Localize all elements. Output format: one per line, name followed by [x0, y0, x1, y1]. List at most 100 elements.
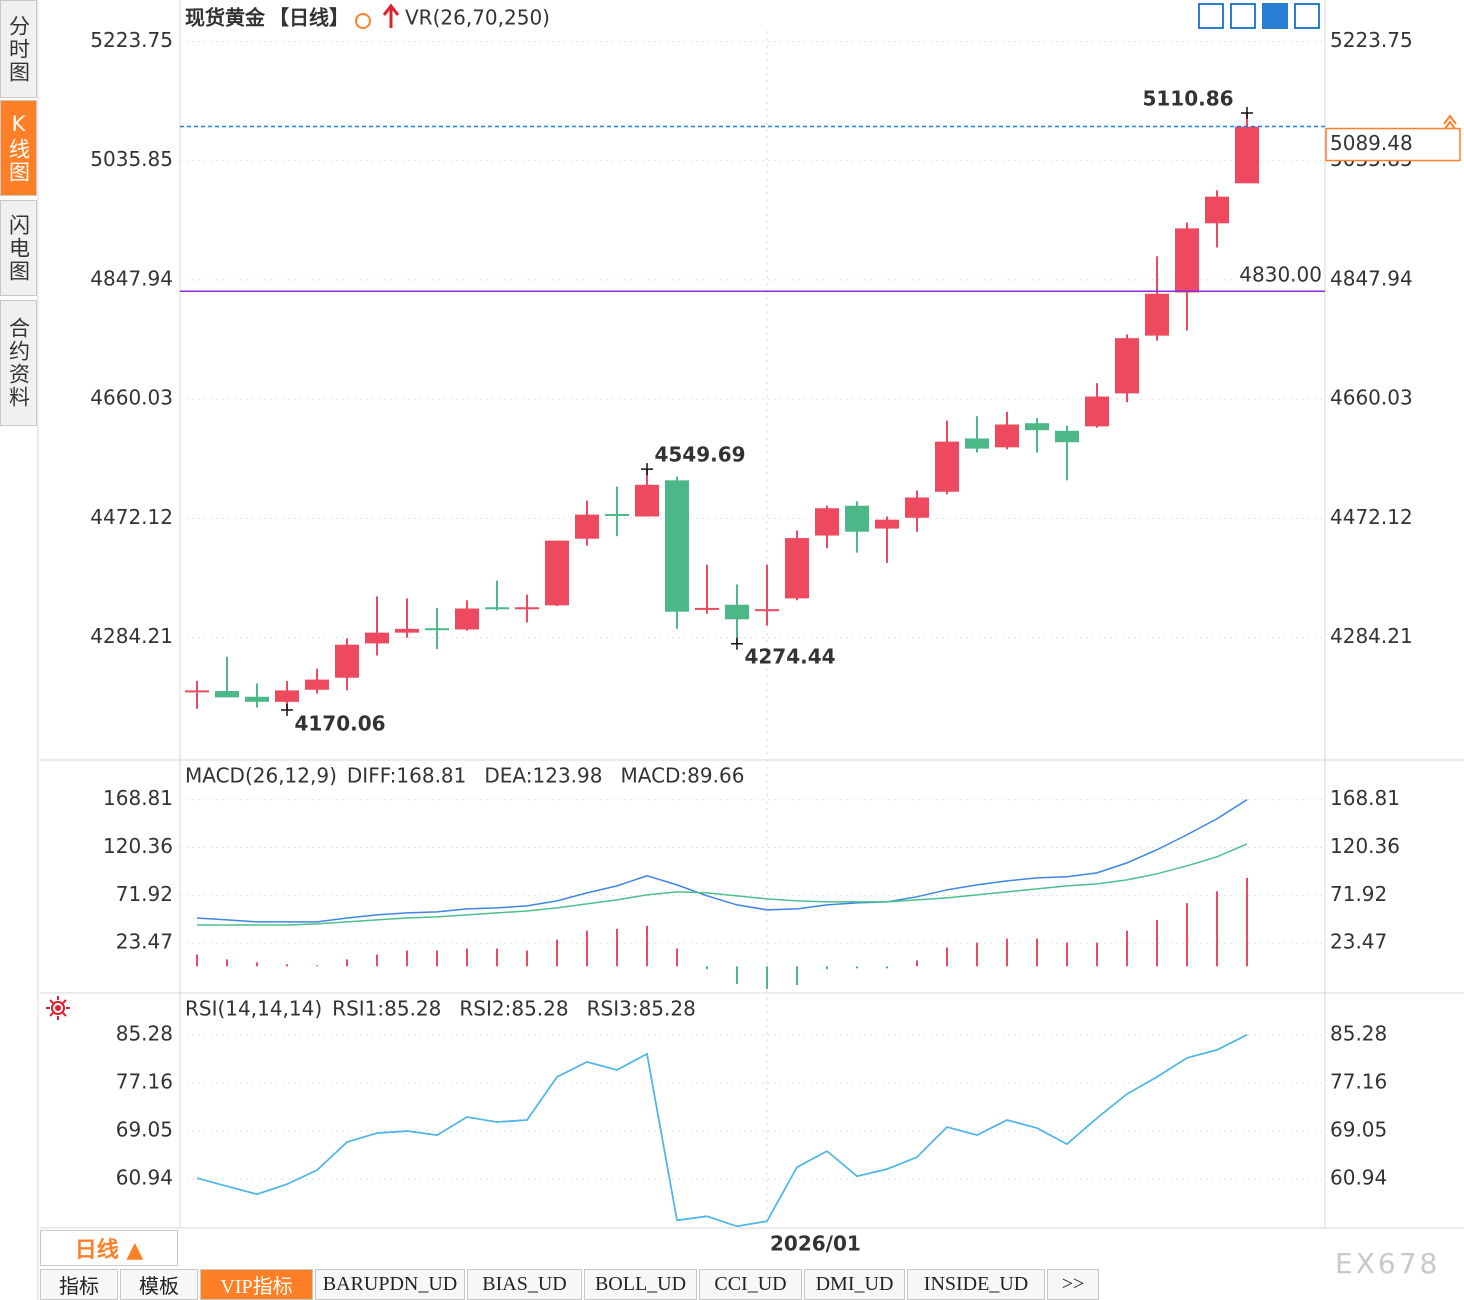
candle-body: [785, 538, 809, 599]
series-line: [196, 799, 1248, 923]
legend-entry: RSI1:85.28: [332, 997, 441, 1021]
chart-title: 现货黄金: [185, 6, 266, 30]
sidebar-tab[interactable]: 合约资料: [0, 300, 37, 426]
y-tick-label-right: 4472.12: [1330, 505, 1413, 529]
last-price-label: 5089.48: [1330, 131, 1413, 155]
y-tick-label-right: 23.47: [1330, 930, 1387, 954]
y-tick-label: 120.36: [103, 834, 173, 858]
up-arrow-icon: [382, 3, 400, 28]
candle-body: [875, 519, 899, 529]
candle-body: [515, 607, 539, 610]
candle-body: [545, 540, 569, 606]
indicator-label: VR(26,70,250): [405, 6, 550, 30]
legend-entry: RSI2:85.28: [459, 997, 568, 1021]
legend-entry: DEA:123.98: [484, 764, 602, 788]
bottom-tab[interactable]: VIP指标: [200, 1269, 313, 1300]
candle-body: [635, 484, 659, 517]
y-tick-label-right: 60.94: [1330, 1166, 1387, 1190]
series-line: [196, 1034, 1248, 1228]
extreme-label: 5110.86: [1142, 86, 1233, 110]
y-tick-label-right: 4847.94: [1330, 266, 1413, 290]
bottom-tab[interactable]: BOLL_UD: [584, 1269, 697, 1300]
legend-entry: MACD:89.66: [620, 764, 744, 788]
candle-body: [1055, 430, 1079, 443]
candle-body: [395, 628, 419, 633]
candle-body: [1205, 196, 1229, 224]
bottom-tab[interactable]: 模板: [120, 1269, 198, 1300]
y-tick-label-right: 168.81: [1330, 786, 1400, 810]
y-tick-label: 23.47: [116, 930, 173, 954]
candle-body: [605, 513, 629, 516]
y-tick-label: 60.94: [116, 1166, 173, 1190]
y-tick-label-right: 120.36: [1330, 834, 1400, 858]
tool-icon[interactable]: [1230, 3, 1256, 29]
candle-body: [995, 424, 1019, 448]
y-tick-label: 5223.75: [90, 28, 173, 52]
sidebar-tab[interactable]: K线图: [0, 100, 37, 196]
sidebar-tab[interactable]: 分时图: [0, 0, 37, 98]
candle-body: [485, 607, 509, 610]
extreme-marker: [281, 704, 293, 717]
series-line: [196, 1034, 1248, 1228]
candle-body: [815, 508, 839, 536]
bottom-tab[interactable]: BARUPDN_UD: [315, 1269, 465, 1300]
extreme-marker: [641, 463, 653, 476]
candle-body: [575, 514, 599, 539]
candle-body: [1235, 126, 1259, 184]
bottom-tab[interactable]: INSIDE_UD: [907, 1269, 1045, 1300]
extreme-label: 4549.69: [654, 443, 745, 467]
y-tick-label: 4660.03: [90, 386, 173, 410]
extreme-label: 4274.44: [744, 644, 835, 668]
candle-body: [1115, 338, 1139, 394]
y-tick-label-right: 71.92: [1330, 882, 1387, 906]
y-tick-label: 4284.21: [90, 624, 173, 648]
period-button[interactable]: 日线 ▲: [40, 1230, 178, 1266]
y-tick-label-right: 69.05: [1330, 1118, 1387, 1142]
bottom-tab[interactable]: DMI_UD: [804, 1269, 905, 1300]
candle-body: [905, 497, 929, 518]
x-tick-label: 2026/01: [770, 1232, 861, 1256]
y-tick-label: 77.16: [116, 1069, 173, 1093]
toolbar: [1198, 3, 1320, 29]
y-tick-label-right: 85.28: [1330, 1021, 1387, 1045]
y-tick-label: 4472.12: [90, 505, 173, 529]
candle-body: [695, 607, 719, 610]
bottom-tab[interactable]: CCI_UD: [699, 1269, 802, 1300]
sidebar-tab[interactable]: 闪电图: [0, 200, 37, 296]
bottom-tab[interactable]: BIAS_UD: [467, 1269, 582, 1300]
tool-icon[interactable]: [1262, 3, 1288, 29]
candle-body: [1175, 228, 1199, 293]
y-tick-label: 85.28: [116, 1021, 173, 1045]
last-price-arrow: [1443, 114, 1457, 131]
bottom-tab[interactable]: >>: [1047, 1269, 1099, 1300]
last-price-box: [1325, 127, 1461, 162]
extreme-label: 4170.06: [294, 712, 385, 736]
period-label: 【日线】: [269, 6, 349, 30]
reference-label: 4830.00: [1239, 263, 1322, 287]
candle-body: [755, 609, 779, 612]
y-tick-label-right: 5223.75: [1330, 28, 1413, 52]
candle-body: [335, 644, 359, 678]
watermark: EX678: [1335, 1247, 1441, 1280]
candle-body: [305, 679, 329, 690]
candle-body: [965, 438, 989, 449]
bottom-tab[interactable]: 指标: [40, 1269, 118, 1300]
candle-body: [1145, 293, 1169, 336]
y-tick-label: 69.05: [116, 1118, 173, 1142]
frame: [37, 0, 1464, 1300]
tool-icon[interactable]: [1198, 3, 1224, 29]
extreme-marker: [731, 637, 743, 650]
settings-icon: [355, 13, 371, 29]
candle-body: [455, 608, 479, 630]
candle-body: [665, 480, 689, 612]
panel-title: MACD(26,12,9): [185, 764, 337, 788]
y-tick-label: 71.92: [116, 882, 173, 906]
candle-body: [425, 628, 449, 631]
y-tick-label: 4847.94: [90, 266, 173, 290]
series-line: [196, 1034, 1248, 1228]
tool-icon[interactable]: [1294, 3, 1320, 29]
candle-body: [215, 691, 239, 698]
candle-body: [245, 696, 269, 702]
